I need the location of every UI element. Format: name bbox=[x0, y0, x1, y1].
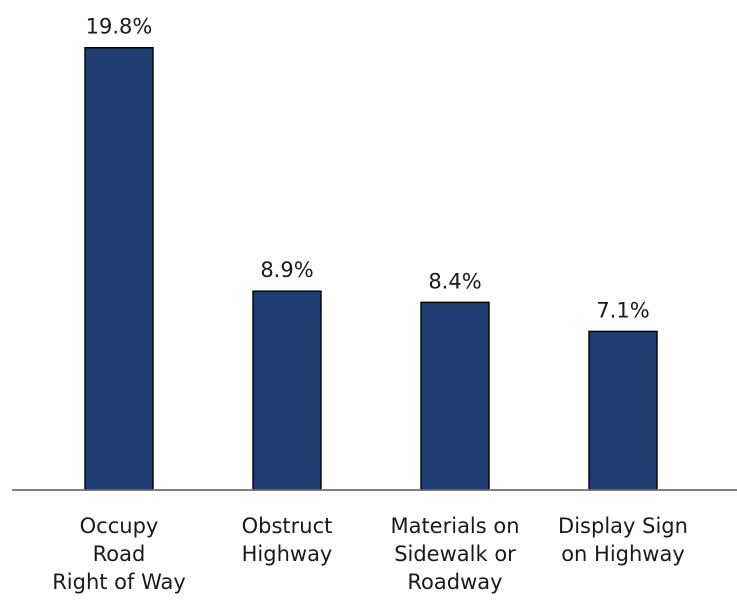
bar-value-label: 8.9% bbox=[260, 258, 313, 282]
bar bbox=[588, 330, 658, 491]
category-label: Obstruct Highway bbox=[242, 514, 333, 566]
category-label-line: Occupy bbox=[80, 514, 159, 538]
category-label-line: Materials on bbox=[390, 514, 519, 538]
category-label-line: Obstruct bbox=[242, 514, 333, 538]
bar bbox=[84, 46, 154, 491]
category-label: Occupy Road Right of Way bbox=[52, 514, 186, 594]
bar-value-label: 7.1% bbox=[596, 298, 649, 322]
category-label-line: Sidewalk or bbox=[394, 542, 516, 566]
category-label-line: Right of Way bbox=[52, 570, 186, 594]
bars-group bbox=[84, 46, 658, 491]
bar-value-label: 8.4% bbox=[428, 269, 481, 293]
category-label: Display Sign on Highway bbox=[558, 514, 688, 566]
category-label: Materials on Sidewalk or Roadway bbox=[390, 514, 519, 594]
bar bbox=[420, 301, 490, 491]
bar bbox=[252, 290, 322, 491]
x-axis-tick-labels: Occupy Road Right of Way Obstruct Highway Mat… bbox=[52, 514, 688, 594]
category-label-line: Display Sign bbox=[558, 514, 688, 538]
category-label-line: Roadway bbox=[407, 570, 502, 594]
category-label-line: on Highway bbox=[561, 542, 685, 566]
bar-value-label: 19.8% bbox=[86, 15, 153, 39]
category-label-line: Road bbox=[93, 542, 146, 566]
value-labels-group: 19.8% 8.9% 8.4% 7.1% bbox=[86, 15, 650, 323]
category-label-line: Highway bbox=[242, 542, 333, 566]
